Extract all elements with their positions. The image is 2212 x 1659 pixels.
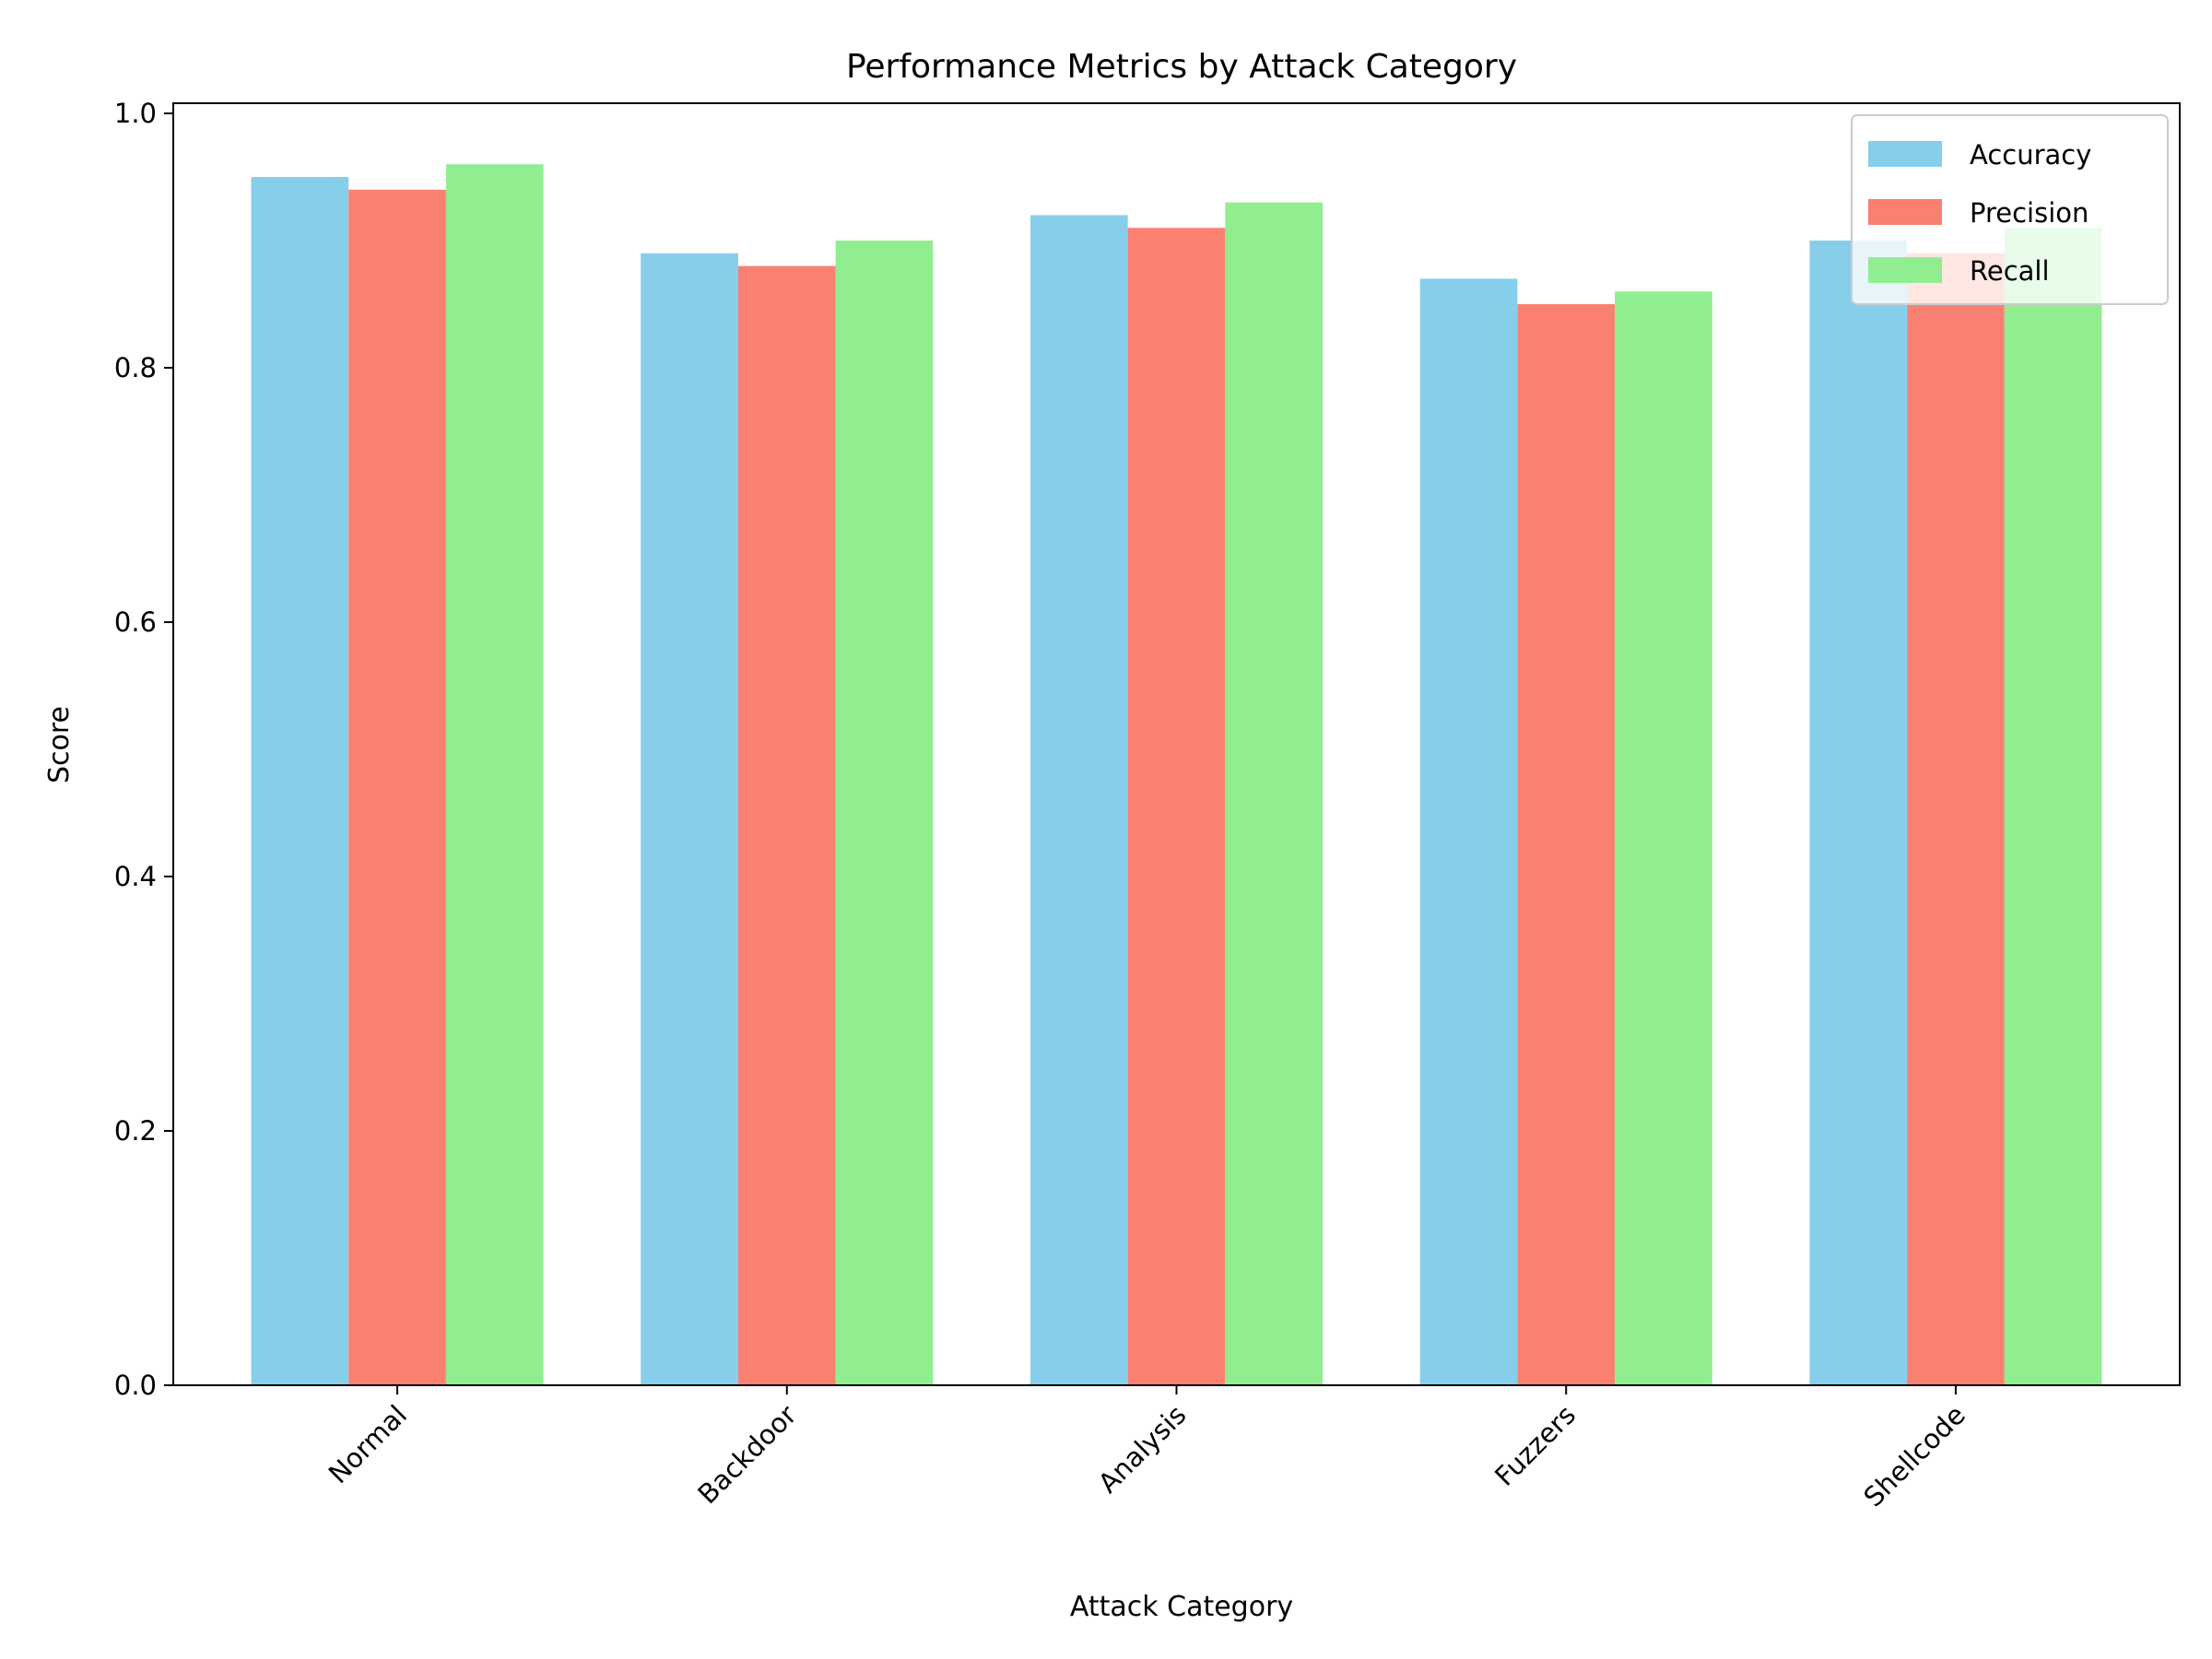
bar-precision-fuzzers (1517, 304, 1616, 1386)
bar-precision-analysis (1127, 228, 1226, 1386)
bar-recall-shellcode (2004, 228, 2102, 1386)
legend-swatch-precision (1868, 199, 1942, 225)
bar-recall-analysis (1225, 202, 1324, 1385)
legend-label-precision: Precision (1970, 197, 2088, 229)
y-tick-label: 0.2 (114, 1115, 157, 1147)
legend-swatch-accuracy (1868, 141, 1942, 167)
x-axis-label: Attack Category (1070, 1591, 1293, 1623)
legend-swatch-recall (1868, 257, 1942, 283)
chart-title: Performance Metrics by Attack Category (846, 48, 1517, 86)
bar-recall-fuzzers (1615, 291, 1712, 1385)
legend-label-recall: Recall (1970, 255, 2050, 287)
legend: Accuracy Precision Recall (1851, 114, 2169, 305)
bar-recall-normal (445, 164, 544, 1386)
bars-group (251, 164, 2102, 1386)
y-axis-label: Score (43, 706, 76, 783)
bar-accuracy-fuzzers (1419, 278, 1518, 1385)
y-axis: 0.0 0.2 0.4 0.6 0.8 1.0 (114, 98, 173, 1401)
bar-precision-normal (348, 189, 446, 1386)
legend-label-accuracy: Accuracy (1970, 139, 2091, 171)
bar-precision-shellcode (1907, 253, 2005, 1385)
y-tick-label: 0.6 (114, 606, 157, 638)
bar-accuracy-backdoor (641, 253, 738, 1385)
y-tick-label: 0.8 (114, 352, 157, 383)
bar-accuracy-normal (251, 177, 349, 1385)
bar-precision-backdoor (737, 265, 836, 1386)
y-tick-label: 1.0 (114, 98, 157, 129)
bar-accuracy-analysis (1030, 215, 1128, 1385)
y-tick-label: 0.0 (114, 1370, 157, 1401)
y-tick-label: 0.4 (114, 861, 157, 892)
bar-accuracy-shellcode (1809, 241, 1908, 1386)
bar-recall-backdoor (835, 241, 934, 1386)
